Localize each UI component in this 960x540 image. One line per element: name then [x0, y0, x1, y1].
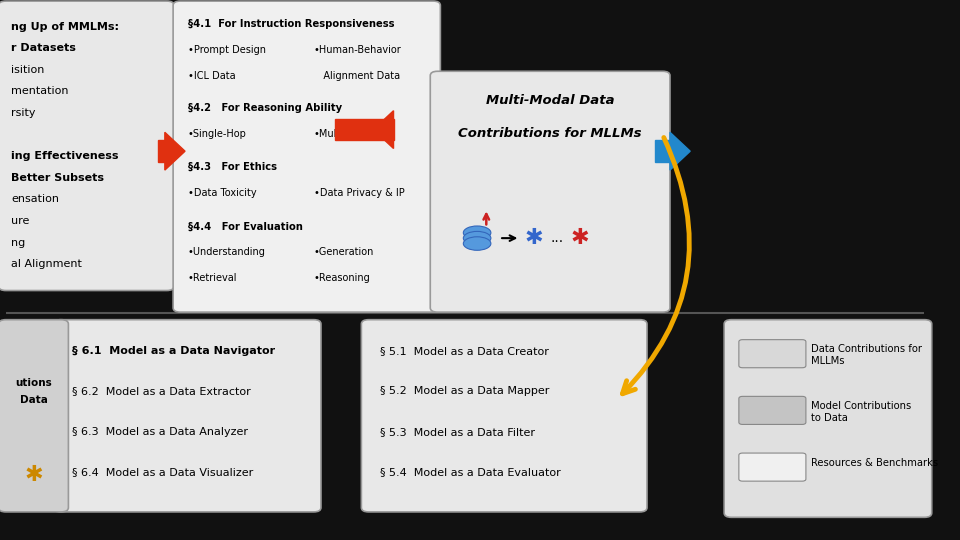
Polygon shape [165, 132, 185, 170]
Text: § 5.3  Model as a Data Filter: § 5.3 Model as a Data Filter [380, 427, 535, 437]
Text: § 6.2  Model as a Data Extractor: § 6.2 Model as a Data Extractor [72, 386, 251, 396]
Text: § 5.2  Model as a Data Mapper: § 5.2 Model as a Data Mapper [380, 386, 549, 396]
Text: §4.2   For Reasoning Ability: §4.2 For Reasoning Ability [188, 103, 342, 113]
Text: •Multi-Hop: •Multi-Hop [314, 129, 367, 139]
Ellipse shape [464, 237, 491, 251]
FancyBboxPatch shape [361, 320, 647, 512]
Text: Better Subsets: Better Subsets [12, 173, 105, 183]
Text: Multi-Modal Data: Multi-Modal Data [486, 94, 614, 107]
Text: §4.1  For Instruction Responsiveness: §4.1 For Instruction Responsiveness [188, 19, 395, 29]
Text: ing Effectiveness: ing Effectiveness [12, 151, 119, 161]
Bar [335, 119, 394, 140]
Text: •Data Toxicity: •Data Toxicity [188, 188, 256, 198]
Text: § 6.1  Model as a Data Navigator: § 6.1 Model as a Data Navigator [72, 346, 276, 356]
FancyBboxPatch shape [430, 71, 670, 312]
FancyBboxPatch shape [0, 320, 68, 512]
Polygon shape [670, 132, 690, 170]
Text: ✱: ✱ [525, 228, 543, 248]
Text: r Datasets: r Datasets [12, 43, 77, 53]
Text: ng Up of MMLMs:: ng Up of MMLMs: [12, 22, 119, 32]
Polygon shape [373, 111, 394, 148]
Text: rsity: rsity [12, 108, 36, 118]
Text: ✱: ✱ [24, 465, 43, 485]
Text: mentation: mentation [12, 86, 69, 97]
Text: al Alignment: al Alignment [12, 259, 83, 269]
Bar [158, 140, 165, 162]
Bar [656, 140, 670, 162]
FancyBboxPatch shape [739, 396, 805, 424]
Text: •Prompt Design: •Prompt Design [188, 45, 266, 55]
Text: § 5.4  Model as a Data Evaluator: § 5.4 Model as a Data Evaluator [380, 467, 561, 477]
Text: ensation: ensation [12, 194, 60, 205]
Text: Model Contributions: Model Contributions [811, 401, 912, 411]
FancyBboxPatch shape [173, 1, 441, 312]
Text: MLLMs: MLLMs [811, 356, 845, 366]
Text: Alignment Data: Alignment Data [314, 71, 399, 81]
FancyBboxPatch shape [54, 320, 321, 512]
FancyBboxPatch shape [739, 453, 805, 481]
Ellipse shape [464, 232, 491, 245]
Text: § 5.1  Model as a Data Creator: § 5.1 Model as a Data Creator [380, 346, 548, 356]
Text: •Single-Hop: •Single-Hop [188, 129, 247, 139]
Text: •Human-Behavior: •Human-Behavior [314, 45, 401, 55]
Text: utions: utions [15, 379, 52, 388]
Text: •Retrieval: •Retrieval [188, 273, 237, 284]
Text: Data Contributions for: Data Contributions for [811, 345, 923, 354]
Text: §4.4   For Evaluation: §4.4 For Evaluation [188, 221, 302, 232]
Text: •Data Privacy & IP: •Data Privacy & IP [314, 188, 404, 198]
Text: § 6.3  Model as a Data Analyzer: § 6.3 Model as a Data Analyzer [72, 427, 248, 437]
Text: Data: Data [19, 395, 47, 404]
Text: ure: ure [12, 216, 30, 226]
FancyBboxPatch shape [0, 1, 174, 291]
Text: ✱: ✱ [570, 228, 589, 248]
Text: •Generation: •Generation [314, 247, 374, 258]
Text: Contributions for MLLMs: Contributions for MLLMs [458, 127, 642, 140]
Text: •ICL Data: •ICL Data [188, 71, 235, 81]
Text: ng: ng [12, 238, 26, 248]
Ellipse shape [464, 226, 491, 240]
Text: §4.3   For Ethics: §4.3 For Ethics [188, 162, 276, 172]
Text: Resources & Benchmarks: Resources & Benchmarks [811, 458, 939, 468]
Text: •Reasoning: •Reasoning [314, 273, 371, 284]
Text: § 6.4  Model as a Data Visualizer: § 6.4 Model as a Data Visualizer [72, 467, 253, 477]
FancyBboxPatch shape [724, 320, 932, 517]
Text: ...: ... [550, 231, 564, 245]
Text: isition: isition [12, 65, 45, 75]
FancyBboxPatch shape [739, 340, 805, 368]
Text: to Data: to Data [811, 413, 849, 423]
Text: •Understanding: •Understanding [188, 247, 266, 258]
